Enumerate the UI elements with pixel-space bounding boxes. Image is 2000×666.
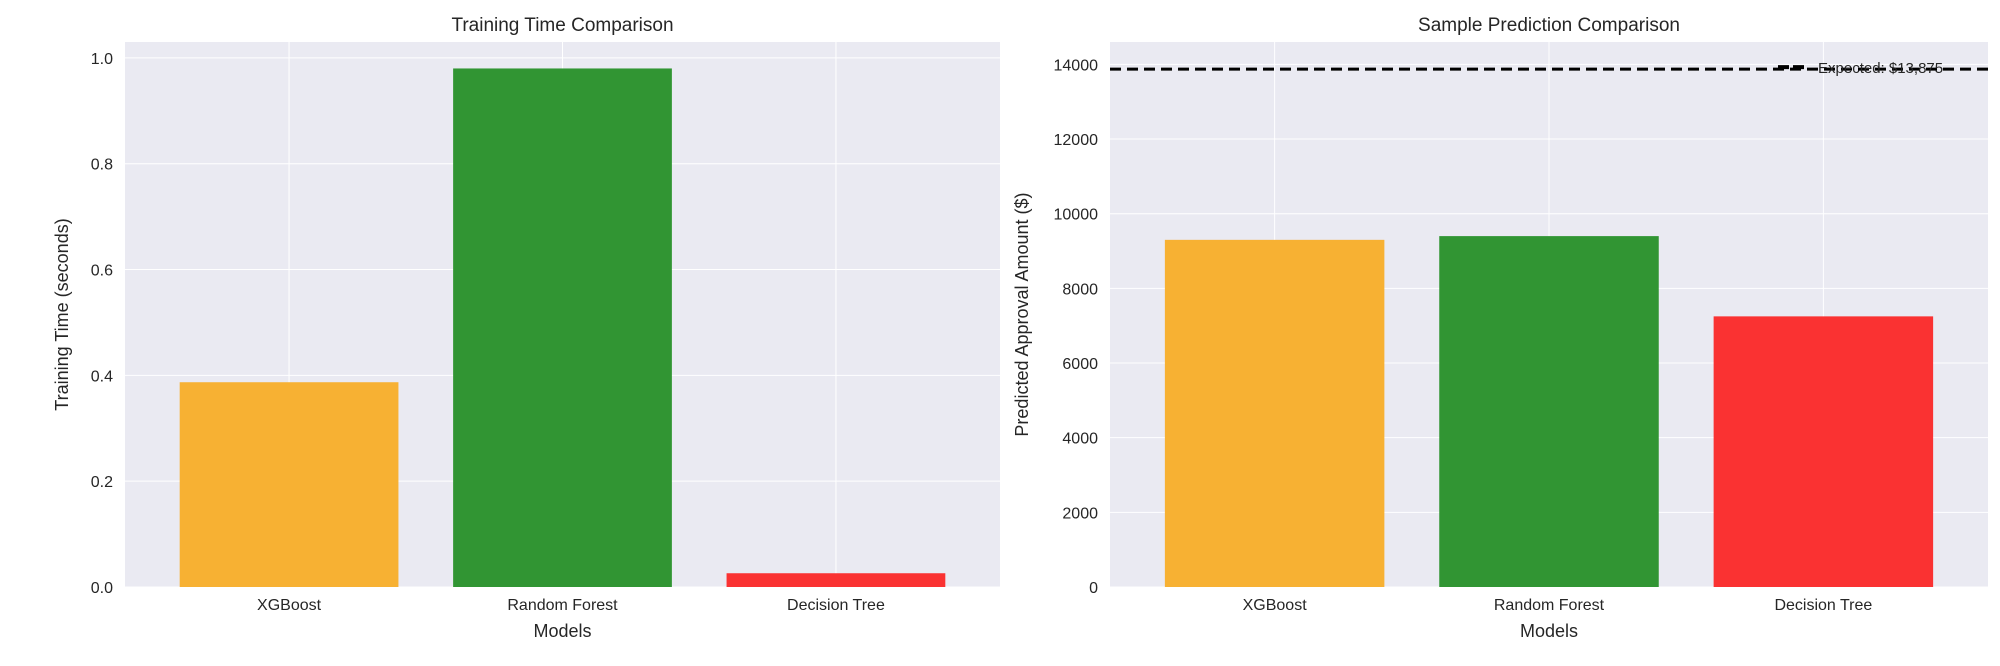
chart2-x-tick-label: Decision Tree — [1774, 597, 1872, 614]
chart1-y-tick-label: 0.6 — [91, 263, 113, 280]
chart2-y-tick-label: 4000 — [1062, 431, 1098, 448]
chart1-x-axis-label: Models — [533, 621, 591, 641]
chart2-y-tick-label: 6000 — [1062, 356, 1098, 373]
chart2-bar-decision-tree — [1713, 316, 1934, 587]
chart2-bar-random-forest — [1439, 236, 1659, 587]
chart1-x-tick-label: XGBoost — [257, 597, 322, 614]
chart1-y-axis-label: Training Time (seconds) — [52, 218, 72, 410]
chart1-bar-decision-tree — [726, 573, 946, 587]
chart2-y-tick-label: 14000 — [1054, 57, 1099, 74]
chart1-y-tick-label: 0.4 — [91, 368, 113, 385]
chart1-y-tick-label: 0.2 — [91, 474, 113, 491]
chart1-y-tick-label: 0.0 — [91, 580, 113, 597]
chart2-y-tick-label: 12000 — [1054, 132, 1099, 149]
chart2-y-axis-label: Predicted Approval Amount ($) — [1012, 192, 1032, 436]
chart1-x-tick-label: Random Forest — [507, 597, 618, 614]
chart1-x-tick-label: Decision Tree — [787, 597, 885, 614]
chart1-y-tick-label: 1.0 — [91, 51, 113, 68]
chart2-bar-xgboost — [1164, 239, 1385, 587]
chart2-y-tick-label: 8000 — [1062, 281, 1098, 298]
chart2-y-tick-label: 2000 — [1062, 505, 1098, 522]
chart2-x-tick-label: Random Forest — [1494, 597, 1605, 614]
chart2-expected-label: Expected: $13,875 — [1818, 60, 1943, 77]
chart2-y-tick-label: 10000 — [1054, 207, 1099, 224]
chart1-bar-xgboost — [179, 382, 399, 587]
chart1-bar-random-forest — [453, 68, 672, 588]
chart1-title: Training Time Comparison — [451, 15, 673, 36]
chart2-x-axis-label: Models — [1520, 621, 1578, 641]
chart1-y-tick-label: 0.8 — [91, 157, 113, 174]
chart2-x-tick-label: XGBoost — [1243, 597, 1308, 614]
chart2-y-tick-label: 0 — [1089, 580, 1098, 597]
chart2-title: Sample Prediction Comparison — [1418, 15, 1680, 36]
